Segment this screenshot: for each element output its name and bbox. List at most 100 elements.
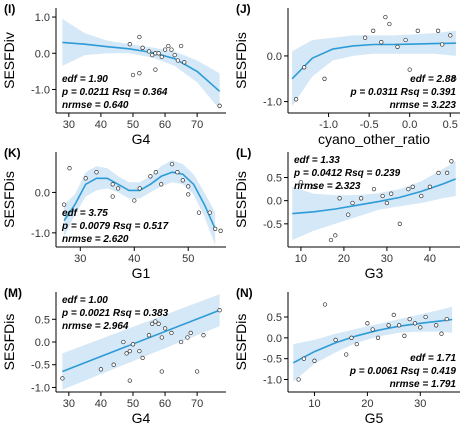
chart-m-point-9 bbox=[146, 333, 152, 338]
chart-l-point-7 bbox=[358, 196, 364, 201]
chart-l-stat-0: edf = 1.33 bbox=[294, 155, 340, 166]
chart-j-plot-area bbox=[291, 14, 457, 107]
chart-i-confidence-band bbox=[62, 18, 220, 110]
chart-l-point-16 bbox=[427, 184, 433, 189]
chart-i-stat-0: edf = 1.90 bbox=[62, 74, 108, 85]
chart-i-point-1 bbox=[137, 34, 142, 40]
chart-n-point-3 bbox=[322, 302, 328, 307]
chart-i-point-16 bbox=[137, 71, 142, 76]
chart-m-y-tick-label-1: -0.5 bbox=[31, 360, 50, 372]
chart-j-y-tick-label-0: -1.0 bbox=[263, 97, 282, 109]
chart-i-x-tick-label-4: 70 bbox=[191, 119, 203, 131]
chart-j-point-8 bbox=[395, 44, 400, 49]
chart-n-confidence-band bbox=[293, 306, 453, 382]
chart-n-point-8 bbox=[365, 321, 370, 326]
chart-m-y-axis-title: SESFDis bbox=[1, 314, 17, 371]
chart-i-stat-1: p = 0.0211 Rsq = 0.364 bbox=[61, 87, 168, 98]
chart-k-x-tick-label-2: 50 bbox=[182, 253, 194, 265]
chart-n-point-1 bbox=[301, 356, 307, 361]
chart-k-stat-1: p = 0.0079 Rsq = 0.517 bbox=[61, 221, 169, 232]
chart-i-x-tick-label-1: 40 bbox=[95, 119, 107, 131]
chart-m-x-tick-label-4: 70 bbox=[191, 398, 203, 410]
chart-j-point-12 bbox=[435, 28, 441, 33]
chart-n-y-tick-label-2: 0.0 bbox=[267, 333, 282, 345]
chart-l-y-tick-label-0: -0.5 bbox=[263, 219, 282, 231]
chart-l-stat-1: p = 0.0412 Rsq = 0.239 bbox=[293, 168, 401, 179]
chart-l-point-10 bbox=[384, 200, 390, 206]
chart-n-point-12 bbox=[391, 312, 396, 318]
chart-j-x-tick-label-3: 0.5 bbox=[443, 119, 458, 131]
chart-m-x-tick-label-3: 60 bbox=[159, 398, 171, 410]
chart-m-panel-tag: (M) bbox=[4, 286, 22, 300]
chart-n-stat-0: edf = 1.71 bbox=[410, 353, 456, 364]
chart-n-stat-2: nrmse = 1.791 bbox=[390, 379, 457, 390]
chart-k-confidence-band bbox=[64, 160, 216, 245]
chart-i-point-2 bbox=[140, 45, 145, 50]
chart-n-point-17 bbox=[418, 325, 423, 330]
chart-n-point-9 bbox=[370, 327, 375, 332]
chart-n-x-tick-label-0: 10 bbox=[308, 398, 320, 410]
chart-m-x-tick-label-2: 50 bbox=[127, 398, 139, 410]
chart-m-x-tick-label-1: 40 bbox=[95, 398, 107, 410]
chart-i-y-tick-label-0: -1.0 bbox=[31, 84, 50, 96]
chart-l-fit-line bbox=[292, 178, 456, 215]
chart-j-stat-1: p = 0.0311 Rsq = 0.391 bbox=[350, 87, 457, 98]
chart-l-y-tick-label-1: 0.0 bbox=[267, 196, 282, 208]
chart-k-point-3 bbox=[94, 170, 99, 175]
chart-n-point-5 bbox=[344, 352, 349, 357]
chart-j-point-1 bbox=[302, 65, 307, 70]
chart-m-panel: 30 40 50 60 70 -1.0 -0.5 0.0 0.5 G4 SESFDis (M) edf … bbox=[1, 286, 226, 426]
chart-l-point-20 bbox=[337, 184, 342, 189]
chart-l-point-0 bbox=[298, 179, 304, 185]
chart-m-fit-line bbox=[62, 309, 220, 373]
chart-n-point-4 bbox=[333, 337, 338, 343]
chart-n-fit-line bbox=[292, 318, 453, 364]
chart-k-point-7 bbox=[132, 198, 137, 203]
chart-m-point-22 bbox=[127, 378, 132, 383]
chart-l-point-17 bbox=[436, 170, 441, 176]
chart-i-point-9 bbox=[166, 43, 171, 49]
chart-j-point-4 bbox=[371, 28, 376, 33]
chart-m-y-tick-label-2: 0.0 bbox=[35, 337, 50, 349]
chart-m-point-13 bbox=[159, 335, 164, 340]
chart-n-point-18 bbox=[423, 314, 428, 320]
chart-m-x-axis-title: G4 bbox=[132, 410, 151, 426]
chart-m-point-0 bbox=[60, 376, 65, 381]
chart-l-point-13 bbox=[406, 186, 411, 192]
chart-m-y-tick-label-3: 0.5 bbox=[35, 314, 50, 326]
chart-j-x-tick-label-1: -0.5 bbox=[360, 119, 379, 131]
chart-n-point-16 bbox=[412, 321, 418, 326]
chart-k-x-tick-label-0: 30 bbox=[74, 253, 86, 265]
chart-i-point-4 bbox=[150, 52, 155, 58]
chart-n-point-15 bbox=[407, 316, 412, 322]
chart-j-point-5 bbox=[379, 40, 384, 45]
chart-i-plot-area bbox=[62, 18, 222, 110]
chart-j-point-10 bbox=[407, 67, 412, 72]
chart-l-point-18 bbox=[444, 170, 450, 176]
chart-j-point-6 bbox=[383, 14, 388, 20]
chart-k-point-1 bbox=[67, 166, 72, 171]
chart-n-point-2 bbox=[312, 358, 317, 363]
chart-i-point-13 bbox=[178, 43, 184, 49]
chart-i-panel-tag: (I) bbox=[4, 2, 15, 16]
chart-i-point-15 bbox=[130, 72, 136, 78]
chart-m-point-12 bbox=[156, 321, 161, 326]
chart-k-point-5 bbox=[110, 194, 115, 199]
chart-k-point-14 bbox=[180, 178, 185, 183]
chart-l-point-15 bbox=[419, 193, 424, 199]
chart-l-plot-area bbox=[292, 159, 456, 243]
chart-k-plot-area bbox=[61, 160, 223, 245]
chart-m-point-23 bbox=[194, 369, 200, 374]
chart-l-x-tick-label-3: 40 bbox=[424, 253, 436, 265]
chart-n-x-axis-title: G5 bbox=[365, 410, 384, 426]
chart-l-point-9 bbox=[380, 193, 385, 199]
chart-i-point-12 bbox=[175, 58, 181, 63]
chart-n-point-0 bbox=[296, 377, 301, 382]
chart-m-stat-1: p = 0.0021 Rsq = 0.383 bbox=[61, 308, 169, 319]
chart-i-point-8 bbox=[162, 47, 168, 52]
chart-n-y-tick-label-0: -1.0 bbox=[263, 375, 282, 387]
chart-l-x-tick-label-1: 20 bbox=[338, 253, 350, 265]
chart-n-panel: 10 20 30 -1.0 -0.5 0.0 0.5 G5 SESFDis (N) edf = 1.… bbox=[233, 286, 460, 426]
chart-k-stat-2: nrmse = 2.620 bbox=[62, 234, 129, 245]
